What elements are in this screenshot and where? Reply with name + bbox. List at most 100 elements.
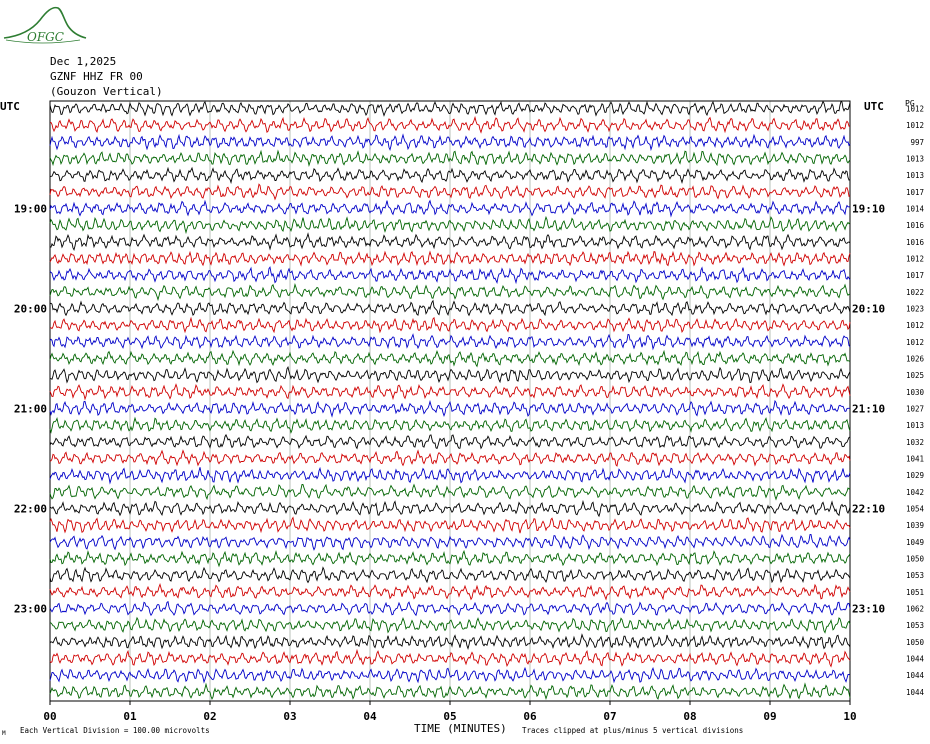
row-value-label: 1013 xyxy=(906,421,924,430)
row-value-label: 1032 xyxy=(906,438,924,447)
seismic-traces xyxy=(49,100,851,701)
trace-line xyxy=(49,299,851,317)
trace-line xyxy=(49,133,851,152)
trace-line xyxy=(49,582,851,601)
trace-line xyxy=(49,316,851,334)
row-value-label: 1054 xyxy=(906,505,925,514)
trace-line xyxy=(49,633,851,650)
row-value-label: 1012 xyxy=(906,255,924,264)
left-hour-label: 20:00 xyxy=(14,303,47,316)
x-tick-label: 03 xyxy=(283,710,296,723)
trace-line xyxy=(49,483,851,501)
trace-line xyxy=(49,499,851,518)
trace-line xyxy=(49,666,851,684)
trace-line xyxy=(49,115,851,134)
trace-line xyxy=(49,282,850,302)
row-value-label: 1013 xyxy=(906,155,924,164)
row-value-label: 1017 xyxy=(906,188,924,197)
row-value-label: 1025 xyxy=(906,371,924,380)
right-hour-label: 22:10 xyxy=(852,503,885,516)
trace-line xyxy=(49,600,851,617)
left-hour-label: 21:00 xyxy=(14,403,47,416)
trace-line xyxy=(49,533,851,551)
ofgc-logo: OFGC xyxy=(3,6,87,44)
row-value-label: 1030 xyxy=(906,388,925,397)
right-hour-labels: 19:10 20:10 21:10 22:10 23:10 xyxy=(852,203,885,616)
pg-label: PG xyxy=(905,99,915,108)
row-value-labels: 1012 1012 997 1013 1013 1017 1014 1016 1016 1012 1… xyxy=(906,105,925,697)
trace-line xyxy=(49,416,851,434)
row-value-label: 1016 xyxy=(906,238,925,247)
trace-line xyxy=(49,215,851,235)
row-value-label: 1012 xyxy=(906,338,924,347)
clipping-note: Traces clipped at plus/minus 5 vertical … xyxy=(522,726,743,735)
corner-mark: M xyxy=(2,730,6,737)
x-tick-label: 09 xyxy=(763,710,776,723)
row-value-label: 1062 xyxy=(906,605,924,614)
trace-line xyxy=(49,166,851,185)
row-value-label: 1029 xyxy=(906,471,924,480)
x-tick-label: 01 xyxy=(123,710,137,723)
x-axis-label: TIME (MINUTES) xyxy=(414,722,507,735)
row-value-label: 1053 xyxy=(906,621,924,630)
left-hour-label: 22:00 xyxy=(14,503,47,516)
row-value-label: 1044 xyxy=(906,688,925,697)
trace-line xyxy=(49,183,851,201)
row-value-label: 1026 xyxy=(906,355,925,364)
row-value-label: 1013 xyxy=(906,171,924,180)
row-value-label: 1053 xyxy=(906,571,924,580)
trace-line xyxy=(49,399,851,418)
x-tick-label: 06 xyxy=(523,710,537,723)
row-value-label: 1042 xyxy=(906,488,924,497)
trace-line xyxy=(49,100,851,117)
trace-line xyxy=(50,366,851,384)
x-tick-label: 04 xyxy=(363,710,377,723)
trace-line xyxy=(49,616,851,634)
time-grid xyxy=(129,101,771,701)
trace-line xyxy=(49,682,851,701)
row-value-label: 1050 xyxy=(906,638,925,647)
trace-line xyxy=(49,648,851,668)
row-value-label: 1016 xyxy=(906,221,925,230)
trace-line xyxy=(49,333,851,351)
trace-line xyxy=(49,549,851,568)
station-code: GZNF HHZ FR 00 xyxy=(50,70,143,83)
x-tick-label: 10 xyxy=(843,710,856,723)
logo-text: OFGC xyxy=(27,30,64,44)
trace-line xyxy=(49,250,851,267)
record-date: Dec 1,2025 xyxy=(50,55,116,68)
trace-line xyxy=(49,566,851,584)
row-value-label: 1041 xyxy=(906,455,924,464)
utc-label-right: UTC xyxy=(864,100,884,113)
trace-line xyxy=(49,349,851,368)
trace-line xyxy=(49,516,851,534)
row-value-label: 1012 xyxy=(906,105,924,114)
row-value-label: 1022 xyxy=(906,288,924,297)
vertical-scale-note: Each Vertical Division = 100.00 microvol… xyxy=(20,726,210,735)
x-tick-label: 00 xyxy=(43,710,56,723)
left-hour-labels: 19:00 20:00 21:00 22:00 23:00 xyxy=(14,203,47,616)
row-value-label: 1039 xyxy=(906,521,924,530)
trace-line xyxy=(49,433,851,450)
row-value-label: 1051 xyxy=(906,588,924,597)
station-location: (Gouzon Vertical) xyxy=(50,85,163,98)
x-tick-label: 05 xyxy=(443,710,456,723)
row-value-label: 1027 xyxy=(906,405,924,414)
right-hour-label: 20:10 xyxy=(852,303,885,316)
x-tick-label: 08 xyxy=(683,710,696,723)
x-tick-labels: 00 01 02 03 04 05 06 07 08 09 10 xyxy=(43,701,857,723)
left-hour-label: 19:00 xyxy=(14,203,47,216)
trace-line xyxy=(49,199,851,218)
row-value-label: 1017 xyxy=(906,271,924,280)
trace-line xyxy=(49,266,851,285)
row-value-label: 1049 xyxy=(906,538,924,547)
trace-line xyxy=(49,149,851,168)
row-value-label: 1044 xyxy=(906,655,925,664)
logo-mountain-icon xyxy=(3,6,87,39)
row-value-label: 1014 xyxy=(906,205,925,214)
trace-line xyxy=(49,383,851,401)
row-value-label: 1044 xyxy=(906,671,925,680)
trace-line xyxy=(49,449,851,467)
right-hour-label: 23:10 xyxy=(852,603,885,616)
